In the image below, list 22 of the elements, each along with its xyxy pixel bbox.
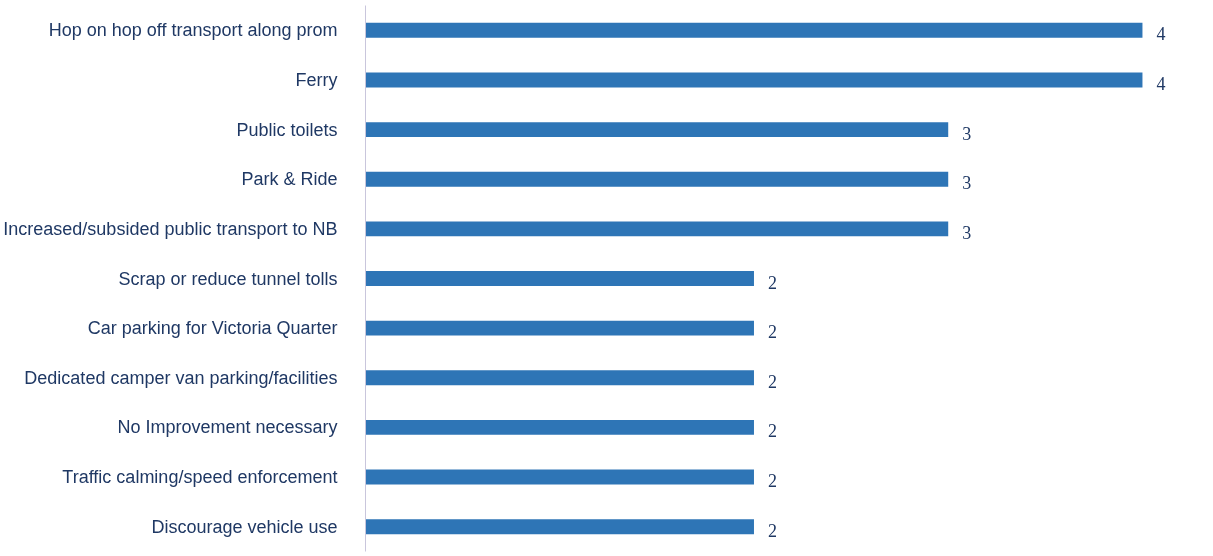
y-tick-label: Traffic calming/speed enforcement: [62, 467, 338, 488]
data-label: 4: [1156, 24, 1166, 45]
data-label: 2: [767, 471, 777, 492]
y-tick-label: Dedicated camper van parking/facilities: [24, 367, 338, 388]
y-tick-label: No Improvement necessary: [117, 417, 338, 438]
y-tick-label: Ferry: [295, 69, 338, 90]
data-label: 3: [962, 173, 972, 194]
data-label: 3: [962, 222, 972, 243]
y-tick-label: Increased/subsided public transport to NB: [3, 218, 338, 239]
data-label: 2: [767, 272, 777, 293]
data-label: 2: [767, 371, 777, 392]
data-label: 2: [767, 421, 777, 442]
y-tick-label: Hop on hop off transport along prom: [48, 20, 338, 41]
y-tick-label: Scrap or reduce tunnel tolls: [118, 268, 338, 289]
data-label: 2: [767, 520, 777, 541]
data-label: 3: [962, 123, 972, 144]
y-tick-label: Car parking for Victoria Quarter: [87, 318, 338, 339]
y-tick-label: Discourage vehicle use: [151, 516, 338, 537]
y-tick-label: Public toilets: [236, 119, 338, 140]
data-label: 2: [767, 322, 777, 343]
data-label: 4: [1156, 73, 1166, 94]
y-tick-label: Park & Ride: [241, 169, 338, 190]
